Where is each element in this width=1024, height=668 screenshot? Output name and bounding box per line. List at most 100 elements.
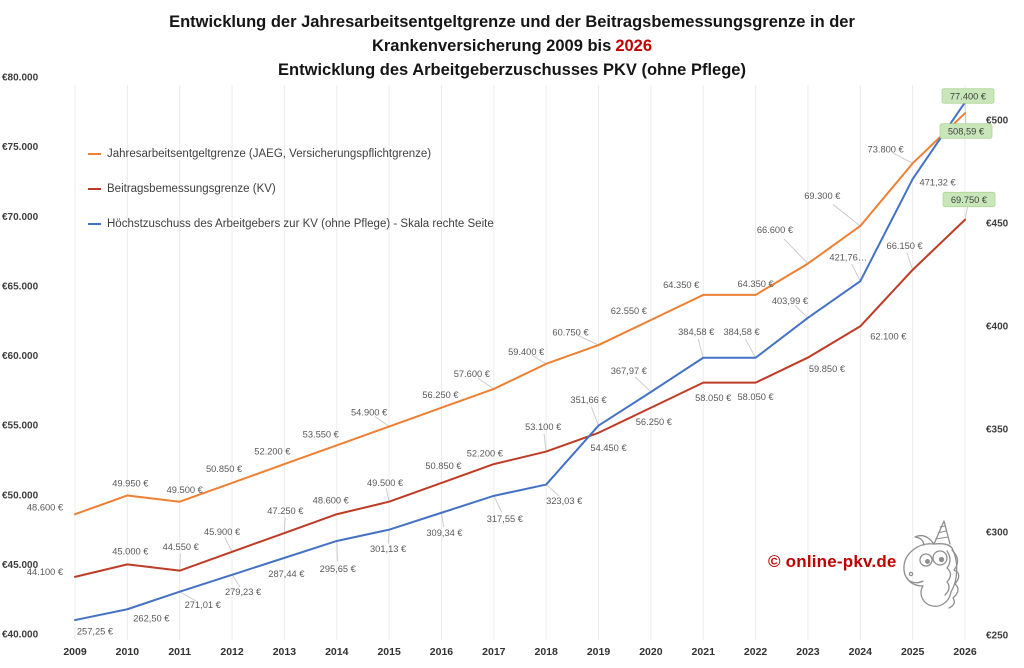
data-point-label: 66.600 € [757,225,794,235]
label-leader-line [493,495,503,513]
legend-item-bbg: Beitragsbemessungsgrenze (KV) [88,183,494,195]
data-point-label: 323,03 € [546,496,583,506]
series-line [74,218,966,578]
label-leader-line [545,484,560,497]
y-axis-right-label: €400 [986,322,1009,333]
unicorn-logo-icon [903,520,960,609]
data-point-label: 58.050 € [695,393,732,403]
series-line [74,112,966,516]
data-point-label: 49.500 € [167,485,204,495]
chart-title: Entwicklung der Jahresarbeitsentgeltgren… [0,10,1024,82]
chart-legend: Jahresarbeitsentgeltgrenze (JAEG, Versic… [88,148,494,253]
y-axis-left-label: €45.000 [2,560,39,571]
data-point-label: 384,58 € [678,327,715,337]
data-point-label: 49.950 € [112,479,149,489]
label-leader-line [441,512,445,528]
data-point-label: 48.600 € [313,495,350,505]
data-point-label: 49.500 € [367,478,404,488]
legend-dash-orange-icon [88,153,101,155]
x-axis-year-label: 2023 [796,646,820,658]
y-axis-left-label: €50.000 [2,490,39,501]
label-leader-line [892,152,913,164]
legend-label-zuschuss: Höchstzuschuss des Arbeitgebers zur KV (… [107,218,494,230]
data-point-label: 44.550 € [163,542,200,552]
data-point-label: 56.250 € [636,417,673,427]
data-point-label: 56.250 € [422,390,459,400]
data-point-label: 309,34 € [426,528,463,538]
data-point-label: 64.350 € [663,280,700,290]
label-leader-line [697,338,704,358]
x-axis-year-label: 2019 [587,646,611,658]
y-axis-right-label: €350 [986,425,1009,436]
data-point-label: 384,58 € [723,327,760,337]
y-axis-left-label: €70.000 [2,212,39,223]
legend-item-jaeg: Jahresarbeitsentgeltgrenze (JAEG, Versic… [88,148,494,160]
data-point-label: 279,23 € [225,587,262,597]
data-point-label: 53.550 € [303,430,340,440]
x-axis-year-label: 2011 [168,646,191,658]
x-axis-year-label: 2012 [220,646,244,658]
data-point-label: 257,25 € [77,626,114,636]
data-point-label: 52.200 € [467,448,504,458]
label-leader-line [179,553,181,571]
data-point-label: 77.400 € [950,91,987,101]
data-point-label: 45.000 € [112,547,149,557]
data-point-label: 58.050 € [737,392,774,402]
data-point-label: 50.850 € [206,464,243,474]
highlight-label-box [942,191,996,208]
data-point-label: 48.600 € [27,502,64,512]
chart-title-line2: Krankenversicherung 2009 bis 2026 [0,34,1024,58]
label-leader-line [783,238,809,264]
label-leader-line [336,540,338,562]
x-axis-year-label: 2018 [534,646,558,658]
legend-label-bbg: Beitragsbemessungsgrenze (KV) [107,183,276,195]
y-axis-right-label: €450 [986,219,1009,230]
data-point-label: 317,55 € [487,514,524,524]
x-axis-year-label: 2021 [692,646,716,658]
label-leader-line [531,354,547,365]
data-point-label: 403,99 € [772,296,809,306]
data-point-label: 73.800 € [868,145,905,155]
data-point-label: 262,50 € [133,613,170,623]
x-axis-year-label: 2015 [377,646,401,658]
data-point-label: 53.100 € [525,422,562,432]
y-axis-left-label: €65.000 [2,281,39,292]
data-point-label: 271,01 € [185,600,222,610]
chart-title-line2-text: Krankenversicherung 2009 bis [371,37,612,55]
x-axis-year-label: 2024 [849,646,873,658]
watermark-text: © online-pkv.de [768,552,897,571]
label-leader-line [590,406,599,426]
data-point-label: 47.250 € [267,506,304,516]
y-axis-left-label: €75.000 [2,142,39,153]
data-point-label: 351,66 € [570,395,607,405]
x-axis-year-label: 2013 [273,646,297,658]
label-leader-line [283,517,286,534]
data-point-label: 54.450 € [590,443,627,453]
highlight-label-box [939,123,993,139]
label-leader-line [231,574,241,588]
x-axis-year-label: 2014 [325,646,349,658]
label-leader-line [906,252,914,271]
chart-title-year-highlight: 2026 [615,37,653,55]
legend-item-zuschuss: Höchstzuschuss des Arbeitgebers zur KV (… [88,218,494,230]
legend-dash-red-icon [88,188,101,190]
data-point-label: 59.850 € [809,364,846,374]
label-leader-line [224,537,233,553]
x-axis-year-label: 2017 [482,646,506,658]
legend-label-jaeg: Jahresarbeitsentgeltgrenze (JAEG, Versic… [107,148,432,160]
chart-title-line1: Entwicklung der Jahresarbeitsentgeltgren… [169,13,855,31]
label-leader-line [387,529,390,544]
data-point-label: 295,65 € [320,564,357,574]
x-axis-year-label: 2016 [430,646,454,658]
data-point-label: 287,44 € [268,569,305,579]
label-leader-line [832,204,861,227]
data-point-label: 69.750 € [951,195,988,205]
series-line [74,101,966,622]
data-point-label: 50.850 € [425,461,462,471]
data-point-label: 69.300 € [804,191,841,201]
label-leader-line [385,487,390,502]
data-point-label: 367,97 € [611,366,648,376]
data-point-label: 44.100 € [27,567,64,577]
